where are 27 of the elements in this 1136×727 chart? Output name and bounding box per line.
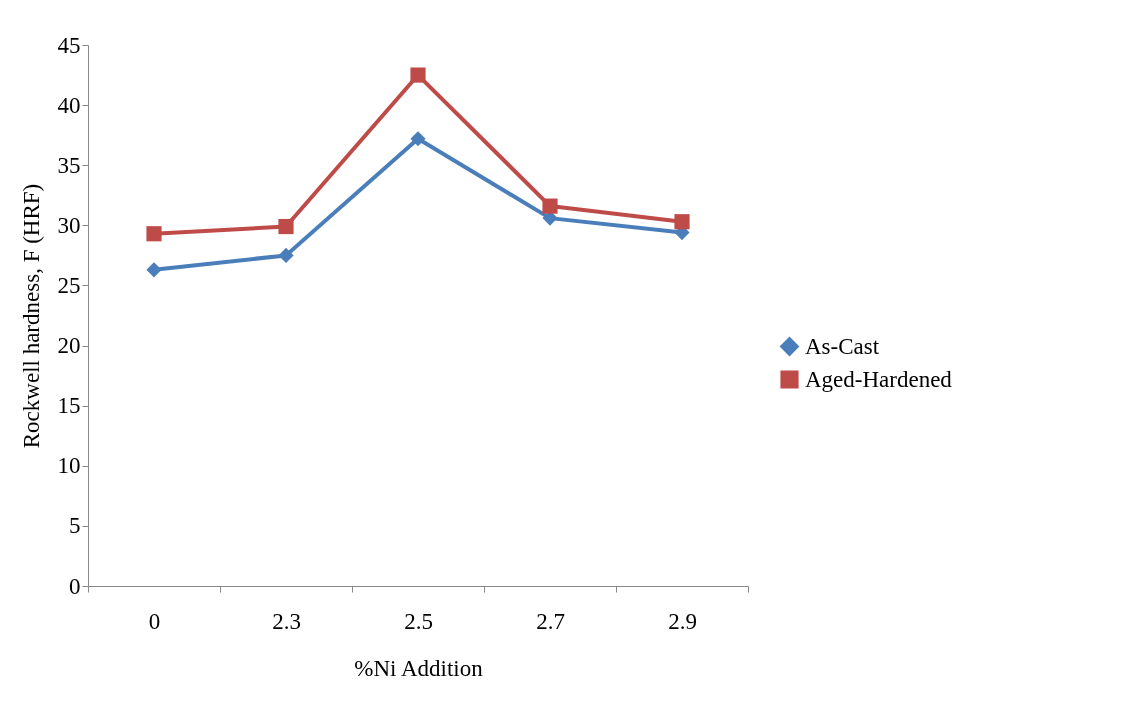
y-tick-label: 15 [57,393,81,419]
point [278,247,294,263]
point [146,262,162,278]
x-axis-title: %Ni Addition [354,655,484,681]
y-tick-label: 30 [57,212,81,238]
y-tick-label: 25 [57,272,81,298]
point [674,214,690,230]
point [410,67,426,83]
x-tick-label: 2.5 [404,608,433,634]
y-tick-label: 0 [69,573,81,599]
y-tick-label: 40 [57,92,81,118]
y-tick-label: 10 [57,453,81,479]
point [542,198,558,214]
x-tick-label: 2.9 [668,608,697,634]
y-tick-label: 5 [69,513,81,539]
y-tick-label: 45 [57,32,81,58]
y-tick-label: 35 [57,152,81,178]
y-axis-title: Rockwell hardness, F (HRF) [18,183,44,449]
point [278,218,294,235]
x-tick-label: 0 [148,608,161,634]
legend-label: Aged-Hardened [805,366,953,392]
x-tick-label: 2.7 [536,608,565,634]
point [146,226,162,242]
y-tick-label: 20 [57,333,81,359]
legend-label: As-Cast [805,333,880,359]
x-tick-label: 2.3 [272,608,301,634]
point [410,131,426,147]
